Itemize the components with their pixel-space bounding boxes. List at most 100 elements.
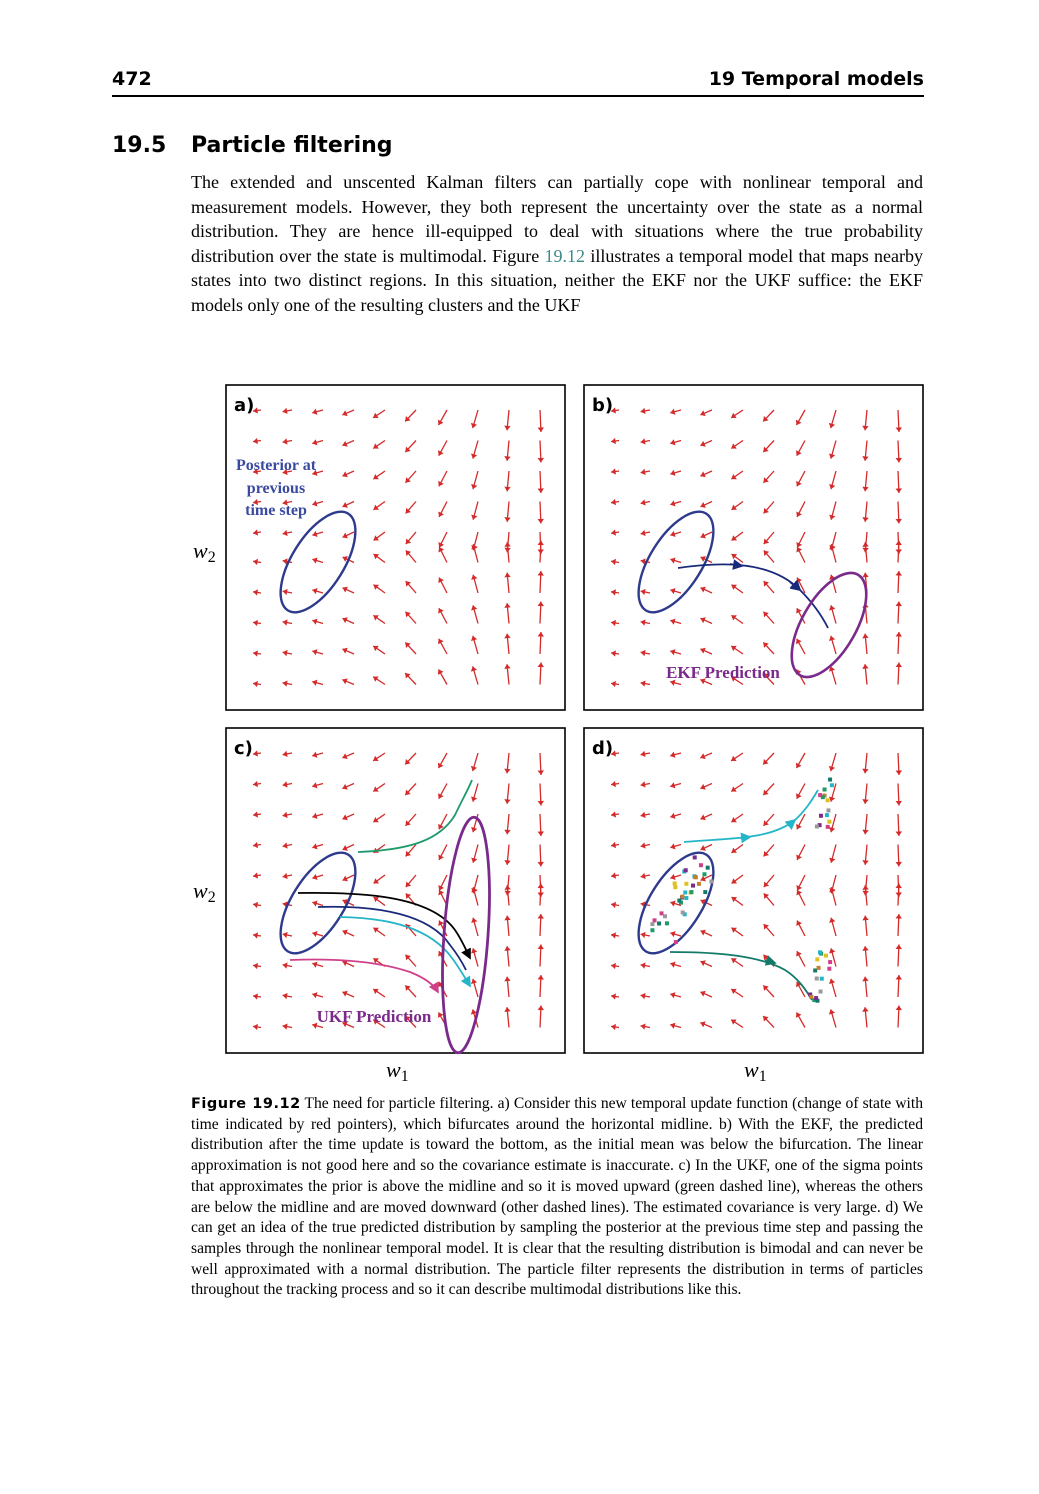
field-arrow-head [862, 799, 869, 804]
field-arrow-head [437, 762, 444, 769]
field-arrow-head [253, 468, 258, 475]
field-arrow-head [795, 762, 802, 769]
field-arrow-head [342, 845, 348, 851]
field-arrow-head [504, 915, 511, 921]
field-arrow-head [731, 816, 737, 823]
particle-dot [652, 918, 657, 923]
field-arrow-head [795, 419, 802, 426]
field-arrow-head [611, 811, 616, 818]
field-arrow-head [537, 770, 544, 775]
field-arrow-head [373, 473, 379, 480]
field-arrow-head [796, 608, 802, 614]
field-arrow-head [862, 542, 869, 547]
field-arrow-head [253, 962, 258, 970]
particle-path-down [669, 951, 813, 1001]
field-arrow-head [471, 605, 478, 611]
field-arrow-head [763, 446, 769, 453]
ekf-path-arrowhead-2 [789, 580, 802, 592]
field-arrow-head [405, 507, 411, 514]
field-arrow-head [611, 962, 616, 970]
field-arrow-head [895, 914, 902, 919]
figure-reference-link[interactable]: 19.12 [544, 245, 586, 266]
field-arrow-head [537, 883, 544, 889]
particle-dot [678, 900, 683, 905]
field-arrow-head [471, 917, 478, 923]
field-arrow-head [537, 518, 544, 524]
field-arrow-head [405, 758, 411, 765]
field-arrow-head [282, 931, 288, 939]
field-arrow-head [312, 812, 318, 819]
field-arrow-head [640, 588, 646, 596]
posterior-ellipse-d [637, 851, 715, 955]
field-arrow-head [537, 571, 544, 576]
field-arrow-head [282, 649, 288, 657]
field-arrow-head [438, 885, 445, 891]
field-arrow-head [763, 611, 769, 618]
posterior-annotation-line3: time step [245, 502, 307, 519]
field-arrow-head [342, 410, 348, 417]
field-arrow-head [828, 666, 836, 672]
field-arrow-head [312, 557, 318, 564]
field-arrow-head [731, 535, 738, 541]
field-arrow-head [312, 931, 318, 938]
field-arrow-head [312, 408, 318, 415]
field-arrow-head [670, 843, 676, 850]
field-arrow-head [640, 781, 646, 788]
field-arrow-head [342, 586, 348, 593]
field-arrow-head [342, 647, 348, 654]
field-arrow-head [405, 642, 411, 648]
field-arrow-head [405, 673, 411, 679]
field-arrow-head [862, 976, 869, 982]
field-arrow-head [373, 645, 379, 652]
particle-dot [684, 896, 689, 901]
field-arrow-head [253, 680, 258, 688]
field-arrow-head [640, 499, 646, 506]
field-arrow-head [895, 800, 902, 806]
running-head: 19 Temporal models [708, 68, 924, 90]
intro-text-part2: illustrates a temporal model that maps n… [191, 245, 923, 315]
field-arrow-head [438, 608, 444, 614]
field-arrow-head [763, 415, 769, 422]
field-arrow-head [373, 676, 379, 682]
particle-dot [813, 968, 818, 973]
field-arrow-head [537, 975, 544, 980]
field-arrow-head [862, 946, 869, 951]
field-arrow-head [611, 558, 617, 566]
field-arrow-head [895, 861, 902, 867]
field-arrow-head [405, 954, 411, 961]
field-arrow-head [312, 873, 318, 880]
field-arrow-head [342, 814, 348, 821]
particle-dot [662, 914, 667, 919]
field-arrow-head [829, 514, 836, 520]
field-arrow-head [611, 1023, 616, 1031]
page-number: 472 [112, 68, 152, 90]
panel-d-label: d) [592, 738, 613, 759]
x-axis-label-left: w1 [386, 1057, 409, 1085]
field-arrow-head [373, 1019, 379, 1025]
field-arrow-head [862, 1007, 869, 1012]
field-arrow-head [862, 486, 869, 492]
ukf-sigma-path-navy [317, 905, 467, 971]
field-arrow-head [373, 535, 380, 541]
particle-dot [827, 819, 832, 824]
field-arrow-head [471, 514, 478, 520]
field-arrow-head [253, 558, 259, 566]
field-arrow-head [282, 438, 288, 445]
field-arrow-head [438, 890, 445, 896]
field-arrow-head [373, 816, 379, 823]
particle-dot [650, 922, 655, 927]
ekf-path-arrowhead [729, 559, 744, 570]
particle-dot [684, 881, 689, 886]
field-arrow-head [700, 440, 706, 447]
field-arrow-head [640, 992, 646, 1000]
field-arrow-head [763, 507, 769, 514]
field-arrow-head [253, 1023, 258, 1031]
particle-dot [815, 998, 820, 1003]
field-arrow-head [438, 951, 444, 957]
field-arrow-head [470, 978, 478, 985]
vector-field-c [252, 750, 544, 1031]
field-arrow-head [731, 473, 737, 480]
field-arrow-head [763, 881, 770, 888]
field-arrow-head [373, 554, 380, 560]
field-arrow-head [828, 978, 836, 985]
